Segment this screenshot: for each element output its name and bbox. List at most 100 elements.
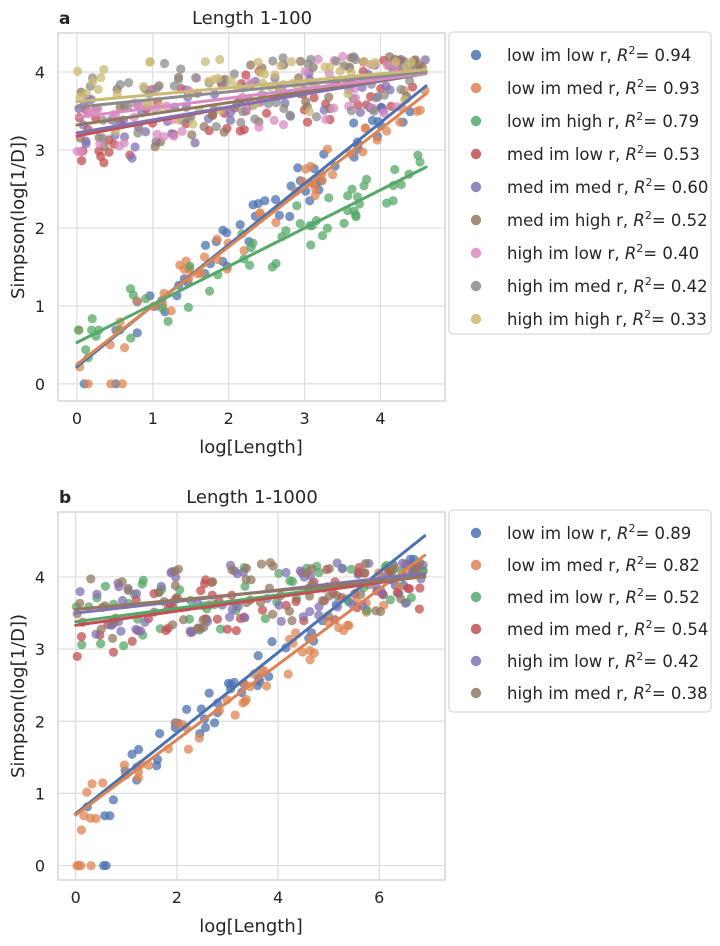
- data-point: [241, 70, 251, 80]
- data-point: [126, 333, 136, 343]
- data-point: [285, 110, 295, 120]
- panel-b: 0 2 4 6 0 1 2 3 4 b Length 1-1000 log[Length] Si…: [8, 487, 712, 937]
- x-tick-label: 3: [300, 409, 310, 428]
- data-point: [283, 669, 293, 679]
- data-point: [108, 795, 118, 805]
- data-point: [125, 284, 136, 294]
- data-point: [107, 633, 118, 643]
- legend-label: low im low r, R2= 0.94: [507, 44, 691, 65]
- data-point: [295, 219, 305, 229]
- data-point: [178, 615, 189, 625]
- legend-label: high im low r, R2= 0.42: [507, 650, 699, 671]
- legend-marker: [470, 214, 482, 226]
- legend-label: med im high r, R2= 0.52: [507, 209, 708, 230]
- legend-marker: [470, 313, 482, 325]
- legend-marker: [470, 623, 482, 635]
- data-point: [311, 112, 322, 122]
- data-point: [268, 56, 278, 66]
- x-tick-label: 6: [374, 888, 384, 907]
- data-point: [215, 624, 226, 634]
- y-tick-label: 2: [35, 219, 45, 238]
- data-point: [81, 139, 91, 149]
- data-point: [211, 122, 221, 132]
- data-point: [77, 640, 87, 650]
- data-point: [117, 595, 128, 606]
- data-point: [274, 210, 284, 220]
- data-point: [305, 161, 316, 171]
- data-point: [236, 117, 246, 128]
- data-point: [347, 184, 357, 194]
- data-point: [227, 604, 237, 615]
- x-tick-label: 2: [172, 888, 182, 907]
- y-tick-label: 1: [35, 784, 45, 803]
- data-point: [278, 120, 289, 130]
- data-point: [207, 110, 218, 120]
- data-point: [238, 106, 248, 117]
- data-point: [235, 219, 245, 230]
- data-point: [260, 614, 270, 624]
- data-point: [285, 211, 295, 222]
- legend: low im low r, R2= 0.94 low im med r, R2= …: [448, 31, 712, 335]
- data-point: [253, 651, 263, 661]
- x-tick-label: 4: [273, 888, 283, 907]
- data-point: [317, 230, 328, 241]
- data-point: [241, 574, 251, 585]
- data-point: [322, 223, 333, 233]
- data-point: [295, 56, 306, 66]
- data-point: [343, 191, 353, 201]
- data-point: [410, 565, 420, 575]
- data-point: [271, 217, 281, 228]
- data-point: [314, 567, 324, 578]
- x-tick-label: 4: [375, 409, 385, 428]
- data-point: [404, 76, 415, 86]
- data-point: [287, 576, 298, 587]
- data-point: [327, 170, 338, 180]
- data-point: [246, 60, 256, 70]
- y-tick-label: 0: [35, 375, 45, 394]
- y-axis-label: Simpson(log[1/D]): [8, 614, 29, 778]
- data-point: [204, 688, 214, 698]
- data-point: [169, 131, 179, 141]
- legend-label: med im low r, R2= 0.53: [507, 143, 700, 164]
- y-tick-label: 3: [35, 640, 45, 659]
- data-point: [274, 568, 284, 578]
- data-point: [96, 639, 106, 649]
- x-axis-label: log[Length]: [199, 437, 303, 458]
- data-point: [274, 600, 284, 610]
- y-tick-label: 0: [35, 857, 45, 876]
- data-point: [159, 58, 170, 69]
- data-point: [331, 56, 341, 66]
- data-point: [261, 681, 272, 691]
- data-point: [150, 142, 160, 152]
- legend-label: high im med r, R2= 0.42: [507, 275, 708, 296]
- data-point: [116, 626, 126, 636]
- data-point: [86, 574, 96, 584]
- data-point: [212, 614, 222, 624]
- data-point: [329, 103, 339, 113]
- data-point: [187, 130, 197, 140]
- legend: low im low r, R2= 0.89 low im med r, R2= …: [448, 509, 712, 713]
- data-point: [369, 106, 379, 116]
- data-point: [241, 563, 252, 573]
- data-point: [286, 57, 297, 67]
- data-point: [188, 119, 198, 129]
- x-tick-label: 2: [224, 409, 234, 428]
- regression-line: [75, 70, 428, 109]
- data-point: [119, 641, 129, 651]
- data-point: [176, 64, 186, 74]
- data-point: [324, 92, 334, 102]
- data-point: [225, 108, 235, 118]
- data-point: [157, 303, 168, 313]
- data-point: [276, 61, 286, 71]
- data-point: [284, 606, 295, 616]
- data-point: [72, 651, 82, 662]
- data-point: [185, 261, 195, 271]
- data-point: [131, 588, 142, 599]
- data-point: [154, 587, 164, 598]
- data-point: [338, 51, 348, 62]
- data-point: [324, 591, 334, 601]
- data-point: [385, 595, 396, 605]
- data-point: [261, 108, 272, 118]
- data-point: [87, 314, 97, 324]
- y-tick-label: 1: [35, 297, 45, 316]
